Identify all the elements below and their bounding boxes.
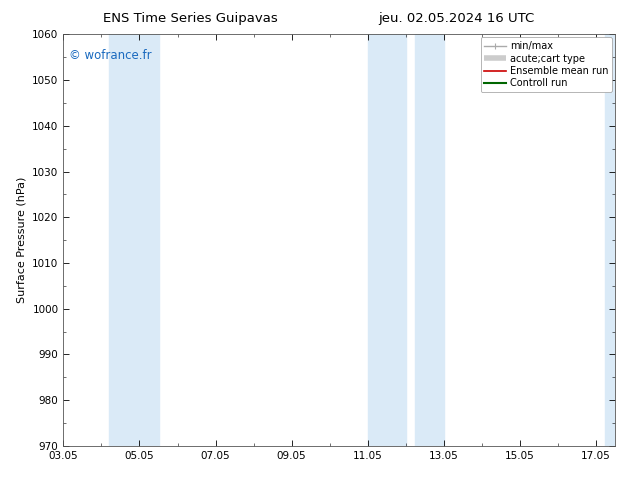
Text: ENS Time Series Guipavas: ENS Time Series Guipavas bbox=[103, 12, 278, 25]
Y-axis label: Surface Pressure (hPa): Surface Pressure (hPa) bbox=[16, 177, 27, 303]
Bar bbox=[605, 34, 615, 446]
Legend: min/max, acute;cart type, Ensemble mean run, Controll run: min/max, acute;cart type, Ensemble mean … bbox=[481, 37, 612, 92]
Bar bbox=[368, 34, 406, 446]
Text: jeu. 02.05.2024 16 UTC: jeu. 02.05.2024 16 UTC bbox=[378, 12, 534, 25]
Text: © wofrance.fr: © wofrance.fr bbox=[69, 49, 152, 62]
Bar bbox=[109, 34, 158, 446]
Bar bbox=[415, 34, 444, 446]
